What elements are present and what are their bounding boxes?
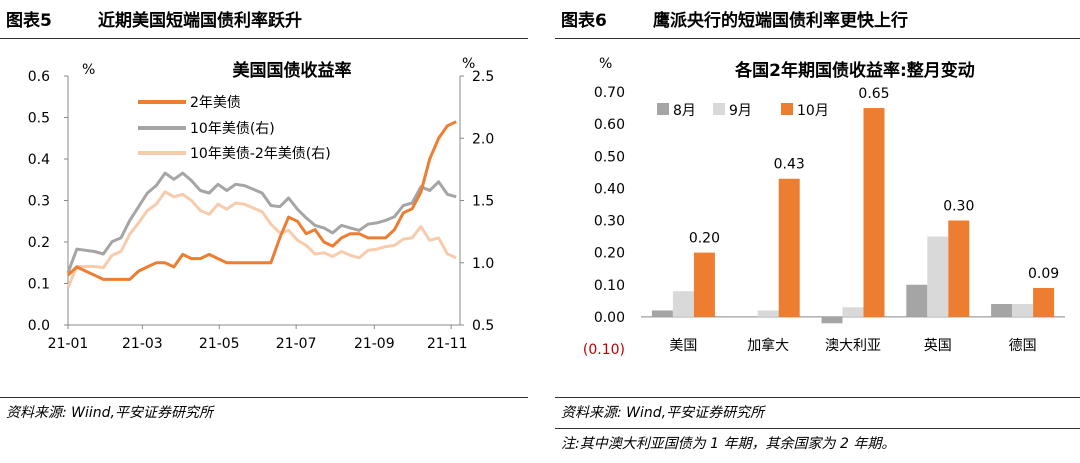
x-axis-tick-label: 21-05 <box>199 336 240 352</box>
right-source-rule <box>555 397 1080 398</box>
right-axis-tick-label: 2.5 <box>472 69 494 85</box>
legend-swatch <box>781 103 793 115</box>
right-axis-tick-label: 1.5 <box>472 194 494 210</box>
left-source-text: 资料来源: Wiind,平安证券研究所 <box>6 405 213 421</box>
y-axis-tick-label: 0.10 <box>594 278 625 294</box>
bar <box>672 291 694 317</box>
bar-data-label: 0.09 <box>1028 266 1059 282</box>
left-axis-tick-label: 0.5 <box>28 111 50 127</box>
right-header-rule <box>555 38 1080 39</box>
legend-label: 8月 <box>673 103 696 119</box>
two-year-yield-change-chart: 各国2年期国债收益率:整月变动% (0.10) 0.00 0.10 0.20 0.30 0.… <box>583 56 1065 358</box>
left-figure-title: 近期美国短端国债利率跃升 <box>98 11 302 31</box>
right-figure-title: 鹰派央行的短端国债利率更快上行 <box>653 11 908 31</box>
right-axis-unit: % <box>462 56 475 72</box>
legend-swatch <box>657 103 669 115</box>
left-header-rule <box>0 38 528 39</box>
left-axis-unit: % <box>82 62 95 78</box>
series-line <box>66 190 457 289</box>
left-axis-tick-label: 0.2 <box>28 235 50 251</box>
bar <box>906 284 928 317</box>
left-axis-tick-label: 0.3 <box>28 194 50 210</box>
right-source-text: 资料来源: Wind,平安证券研究所 <box>561 405 765 421</box>
right-figure-header: 图表6 鹰派央行的短端国债利率更快上行 <box>555 6 1080 36</box>
right-axis-tick-label: 1.0 <box>472 256 494 272</box>
bar <box>948 220 970 317</box>
right-figure-number: 图表6 <box>561 11 607 31</box>
bar <box>991 304 1013 317</box>
legend-label: 2年美债 <box>190 95 241 111</box>
left-axis-tick-label: 0.1 <box>28 277 50 293</box>
y-axis-tick-label: 0.70 <box>594 85 625 101</box>
bar <box>842 307 864 317</box>
bar <box>1012 304 1034 317</box>
y-axis-unit: % <box>599 56 612 72</box>
left-source-rule <box>0 397 528 398</box>
bar <box>1033 287 1055 317</box>
x-axis-tick-label: 21-09 <box>354 336 395 352</box>
category-label: 英国 <box>924 337 952 354</box>
bar-data-label: 0.30 <box>943 199 974 215</box>
y-axis-tick-label: 0.00 <box>594 310 625 326</box>
y-axis-tick-label: 0.40 <box>594 181 625 197</box>
bar <box>778 178 800 317</box>
legend-label: 10月 <box>797 103 829 119</box>
left-figure-number: 图表5 <box>6 11 52 31</box>
right-note-rule <box>555 428 1080 429</box>
right-note-text: 注:其中澳大利亚国债为 1 年期，其余国家为 2 年期。 <box>561 436 896 452</box>
x-axis-tick-label: 21-03 <box>122 336 163 352</box>
y-axis-tick-label: (0.10) <box>583 342 625 358</box>
x-axis-tick-label: 21-07 <box>276 336 317 352</box>
bar <box>757 310 779 317</box>
series-line <box>66 120 457 281</box>
y-axis-tick-label: 0.50 <box>594 149 625 165</box>
chart-title: 美国国债收益率 <box>233 60 352 81</box>
bar-data-label: 0.20 <box>689 231 720 247</box>
series-line <box>66 171 457 274</box>
us-treasury-yield-chart: 美国国债收益率% % 0.0 0.1 0.2 0.3 0.4 0.5 0.6 0.5 1.0 1.5 2… <box>28 56 495 352</box>
left-figure-panel: 图表5 近期美国短端国债利率跃升 美国国债收益率%% 0.0 0.1 0.2 0.3 0.… <box>0 0 528 463</box>
y-axis-tick-label: 0.30 <box>594 214 625 230</box>
right-axis-tick-label: 0.5 <box>472 318 494 334</box>
bar <box>821 316 843 324</box>
bar-data-label: 0.65 <box>858 86 889 102</box>
left-axis-tick-label: 0.6 <box>28 69 50 85</box>
legend-label: 10年美债(右) <box>190 121 275 137</box>
right-figure-panel: 图表6 鹰派央行的短端国债利率更快上行 各国2年期国债收益率:整月变动% (0.1… <box>555 0 1080 463</box>
category-label: 美国 <box>669 338 697 354</box>
category-label: 澳大利亚 <box>825 338 881 354</box>
bar <box>693 252 715 317</box>
category-label: 加拿大 <box>747 337 789 354</box>
chart-title: 各国2年期国债收益率:整月变动 <box>734 60 975 81</box>
bar-data-label: 0.43 <box>774 157 805 173</box>
legend-label: 10年美债-2年美债(右) <box>190 146 331 162</box>
legend-label: 9月 <box>729 103 752 119</box>
bar <box>863 108 885 317</box>
legend-swatch <box>713 103 725 115</box>
x-axis-tick-label: 21-01 <box>48 336 89 352</box>
bar <box>927 236 949 317</box>
y-axis-tick-label: 0.60 <box>594 117 625 133</box>
category-label: 德国 <box>1009 338 1037 354</box>
y-axis-tick-label: 0.20 <box>594 246 625 262</box>
left-axis-tick-label: 0.0 <box>28 318 50 334</box>
left-axis-tick-label: 0.4 <box>28 152 50 168</box>
right-axis-tick-label: 2.0 <box>472 131 494 147</box>
bar <box>651 310 673 317</box>
left-figure-header: 图表5 近期美国短端国债利率跃升 <box>0 6 528 36</box>
x-axis-tick-label: 21-11 <box>427 336 468 352</box>
